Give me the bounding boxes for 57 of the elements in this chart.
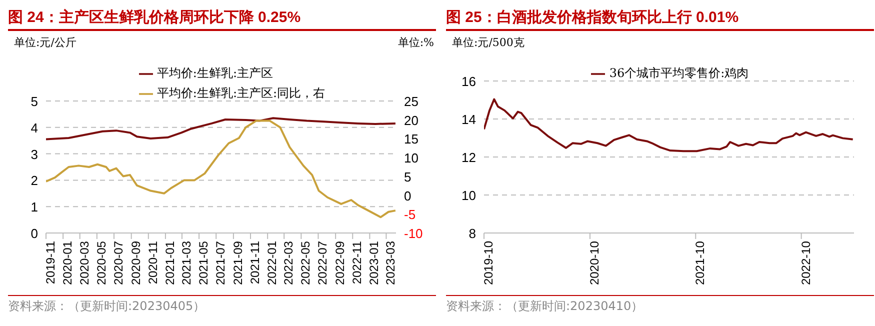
y2-axis-title: 单位:%: [398, 35, 434, 50]
y2-tick-label: 0: [404, 188, 412, 204]
y2-tick-label: -5: [404, 207, 416, 222]
legend-label: 平均价:生鲜乳:主产区: [156, 66, 274, 80]
x-tick-label: 2020-09: [128, 240, 143, 286]
line-series: [46, 117, 396, 140]
x-tick-label: 2021-11: [248, 240, 262, 284]
chart-title: 图 25：白酒批发价格指数旬环比上行 0.01%: [446, 8, 874, 31]
x-tick-label: 2022-01: [265, 240, 280, 286]
x-tick-label: 2021-05: [196, 240, 211, 286]
x-tick-label: 2022-05: [298, 240, 313, 286]
x-tick-label: 2022-11: [350, 240, 364, 284]
x-tick-label: 2019-10: [482, 240, 496, 286]
y2-tick-label: 25: [404, 94, 418, 109]
text: 资料来源：（更新时间:20230405）: [8, 298, 436, 315]
y-tick-label: 3: [30, 146, 38, 162]
x-tick-label: 2022-03: [282, 240, 296, 286]
y-axis-title: 单位:元/500克: [452, 35, 524, 50]
y-tick-label: 12: [462, 150, 476, 165]
y-tick-label: 16: [462, 74, 476, 89]
x-tick-label: 2020-11: [146, 240, 160, 284]
y2-tick-label: 20: [404, 112, 418, 128]
x-tick-label: 2023-03: [384, 240, 398, 286]
y-tick-label: 10: [462, 188, 476, 203]
y2-tick-label: 5: [404, 169, 412, 184]
x-tick-label: 2020-01: [60, 240, 75, 286]
y-axis-title: 单位:元/公斤: [14, 35, 76, 50]
y-tick-label: 4: [30, 120, 38, 136]
x-tick-label: 2022-09: [333, 240, 348, 286]
y-tick-label: 2: [30, 173, 38, 188]
x-tick-label: 2020-10: [587, 240, 602, 286]
x-tick-label: 2023-01: [367, 240, 382, 286]
x-tick-label: 2021-07: [214, 240, 228, 286]
x-tick-label: 2022-07: [316, 240, 330, 286]
y2-tick-label: -10: [404, 226, 423, 241]
x-tick-label: 2019-11: [44, 240, 58, 284]
y2-tick-label: 15: [404, 132, 418, 147]
x-tick-label: 2021-03: [179, 240, 194, 286]
y-tick-label: 5: [30, 94, 38, 109]
y-tick-label: 14: [462, 112, 476, 127]
x-tick-label: 2022-10: [798, 240, 813, 286]
x-tick-label: 2021-10: [693, 240, 708, 286]
x-tick-label: 2020-03: [77, 240, 92, 286]
y2-tick-label: 10: [404, 150, 418, 166]
text: 资料来源：（更新时间:20230410）: [446, 298, 874, 315]
chart-title: 图 24：主产区生鲜乳价格周环比下降 0.25%: [8, 8, 436, 31]
y-tick-label: 1: [30, 200, 38, 215]
y-tick-label: 0: [30, 226, 38, 241]
x-tick-label: 2021-09: [230, 240, 245, 286]
y-tick-label: 8: [468, 226, 476, 241]
x-tick-label: 2020-05: [94, 240, 108, 286]
x-tick-label: 2020-07: [112, 240, 126, 286]
line-series: [484, 98, 854, 152]
legend-label: 平均价:生鲜乳:主产区:同比，右: [156, 86, 326, 100]
x-tick-label: 2021-01: [162, 240, 177, 286]
line-series: [46, 120, 396, 218]
legend-label: 36个城市平均零售价:鸡肉: [609, 66, 749, 80]
